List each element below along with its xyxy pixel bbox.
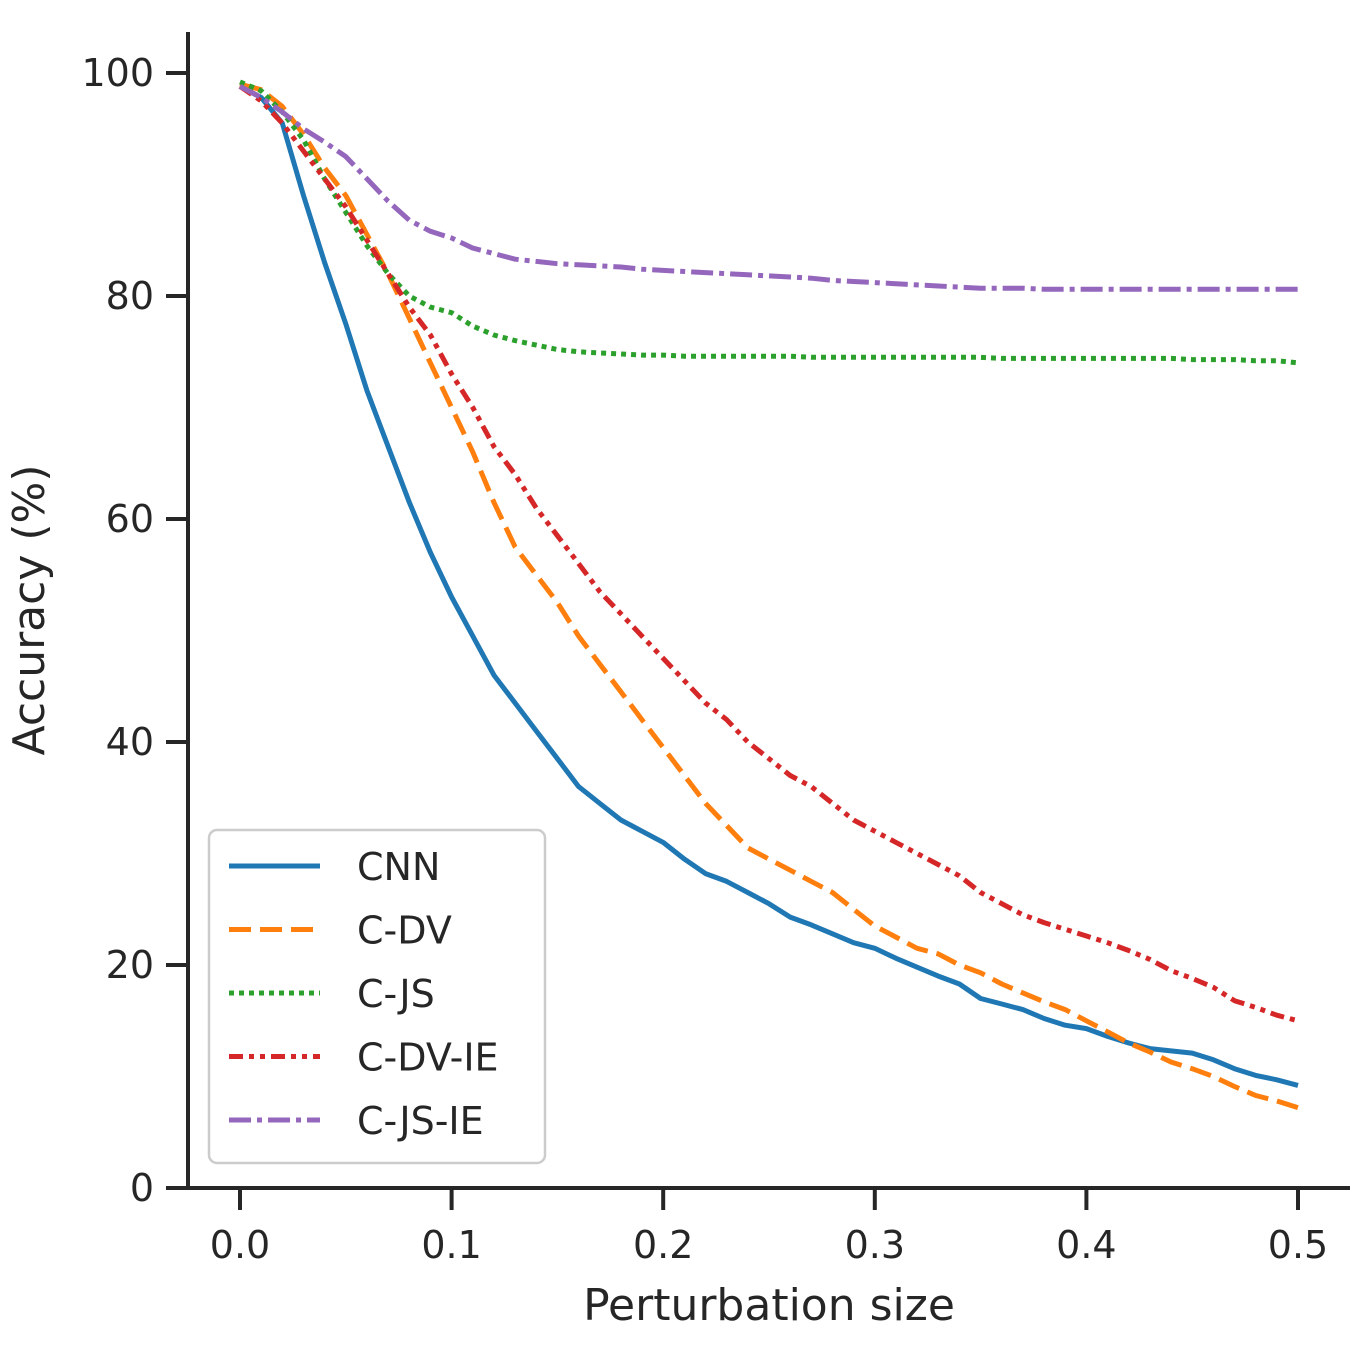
x-tick-label: 0.3	[845, 1223, 905, 1267]
y-tick-label: 40	[106, 720, 154, 764]
y-tick-label: 0	[130, 1166, 154, 1210]
series-line-c-js-ie	[238, 84, 1298, 292]
x-tick-label: 0.2	[633, 1223, 693, 1267]
series-line-c-js	[239, 79, 1299, 366]
y-tick-label: 60	[106, 497, 154, 541]
x-tick-label: 0.5	[1268, 1223, 1328, 1267]
x-tick-label: 0.0	[210, 1223, 270, 1267]
legend-label-c-dv: C-DV	[357, 909, 452, 953]
y-tick-label: 80	[106, 274, 154, 318]
legend-box	[207, 828, 547, 1165]
y-ticks: 0 20 40 60 80 100	[81, 51, 188, 1210]
legend: CNN C-DV C-JS C-DV-IE C-JS-IE	[207, 828, 547, 1165]
y-tick-label: 20	[106, 943, 154, 987]
series-lines	[238, 79, 1299, 1111]
x-ticks: 0.0 0.1 0.2 0.3 0.4 0.5	[210, 1188, 1328, 1267]
axes: 0 20 40 60 80 100 0.0 0.1 0.2 0.3 0.4 0.5	[81, 32, 1350, 1267]
x-tick-label: 0.1	[421, 1223, 481, 1267]
x-axis-title: Perturbation size	[583, 1280, 955, 1331]
series-line-c-dv-ie	[238, 84, 1299, 1024]
y-tick-label: 100	[81, 51, 154, 95]
x-tick-label: 0.4	[1056, 1223, 1116, 1267]
legend-label-c-js: C-JS	[357, 972, 435, 1016]
series-line-c-dv	[239, 81, 1299, 1111]
legend-label-c-dv-ie: C-DV-IE	[357, 1036, 499, 1080]
legend-label-cnn: CNN	[357, 845, 440, 889]
legend-label-c-js-ie: C-JS-IE	[357, 1099, 484, 1143]
y-axis-title: Accuracy (%)	[4, 464, 55, 755]
